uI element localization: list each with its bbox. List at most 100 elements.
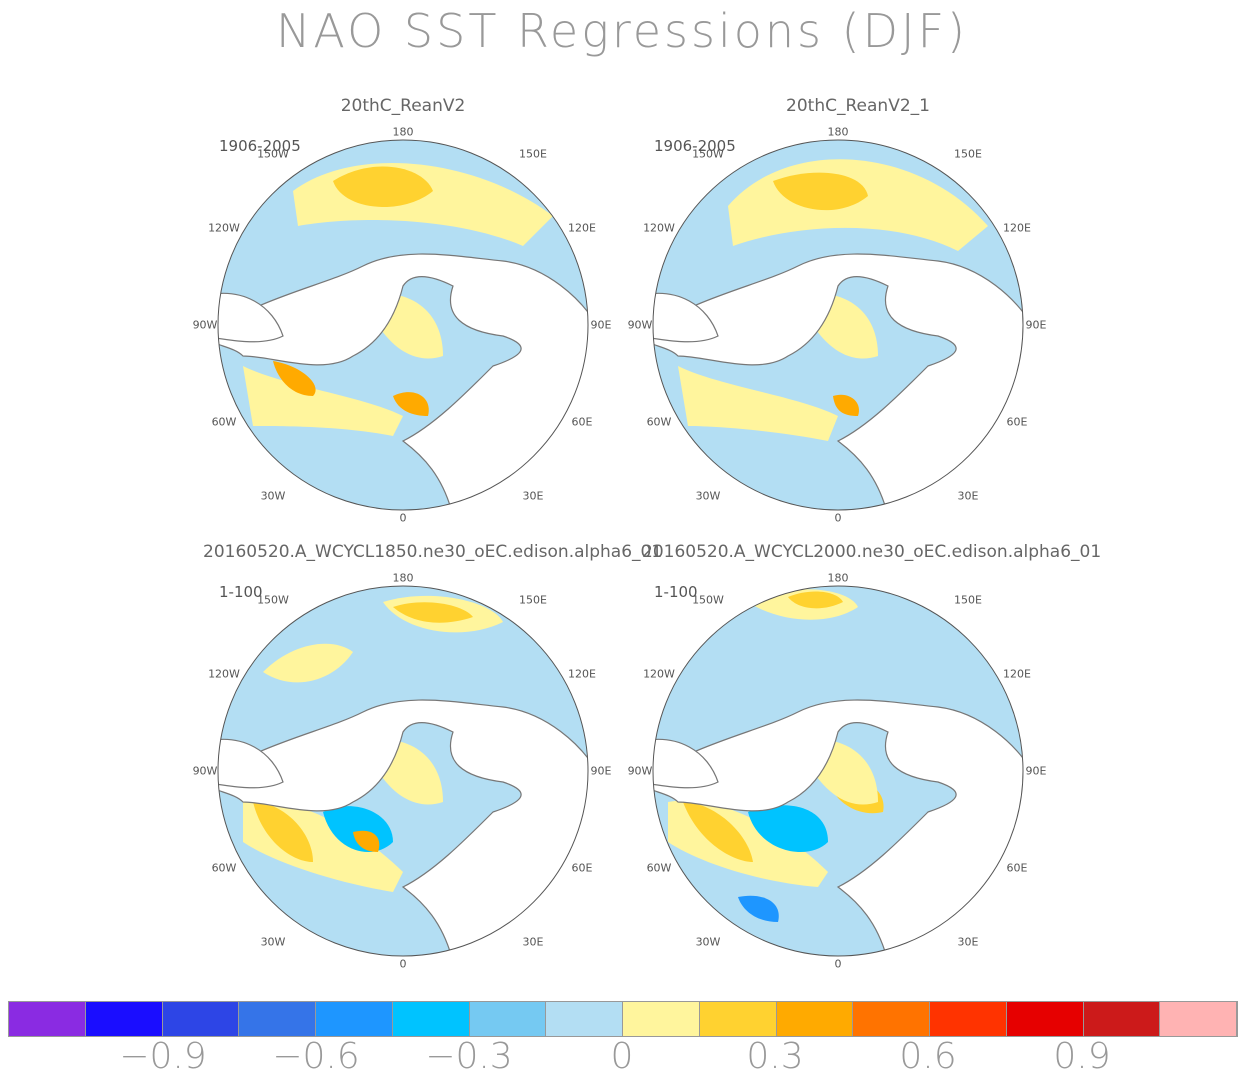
longitude-label: 60W <box>211 415 237 429</box>
longitude-label: 30E <box>522 935 544 949</box>
longitude-label: 0 <box>399 511 407 525</box>
longitude-label: 90W <box>627 318 653 332</box>
map-boundary <box>652 585 1024 957</box>
longitude-label: 60E <box>571 415 593 429</box>
longitude-label: 120E <box>1003 667 1031 681</box>
longitude-label: 150W <box>257 147 289 161</box>
longitude-label: 90E <box>1025 764 1047 778</box>
colorbar-swatch <box>546 1002 623 1036</box>
land-mass <box>218 699 588 956</box>
longitude-label: 60E <box>1006 861 1028 875</box>
longitude-label: 90W <box>192 318 218 332</box>
sst-anomaly-region <box>353 830 380 852</box>
panel-title: 20thC_ReanV2 <box>340 96 466 116</box>
longitude-label: 120W <box>208 221 240 235</box>
map-boundary <box>652 139 1024 511</box>
longitude-label: 120E <box>568 221 596 235</box>
sst-anomaly-region <box>393 392 429 416</box>
longitude-label: 0 <box>399 957 407 971</box>
colorbar-tick-label: 0 <box>610 1036 634 1077</box>
colorbar-swatch <box>853 1002 930 1036</box>
longitude-label: 150W <box>692 147 724 161</box>
longitude-label: 90E <box>590 764 612 778</box>
sst-anomaly-region <box>273 361 316 396</box>
colorbar-tick-label: 0.9 <box>1053 1036 1111 1077</box>
colorbar-swatch <box>85 1002 163 1036</box>
longitude-label: 0 <box>834 511 842 525</box>
longitude-label: 60W <box>646 415 672 429</box>
sst-anomaly-region <box>333 166 433 208</box>
longitude-label: 60E <box>571 861 593 875</box>
longitude-label: 30E <box>957 935 979 949</box>
longitude-label: 120W <box>643 667 675 681</box>
longitude-label: 30E <box>522 489 544 503</box>
longitude-label: 150E <box>954 593 982 607</box>
sst-anomaly-region <box>243 366 403 436</box>
longitude-label: 60E <box>1006 415 1028 429</box>
colorbar-swatch <box>623 1002 700 1036</box>
longitude-label: 30E <box>957 489 979 503</box>
panel-title: 20160520.A_WCYCL1850.ne30_oEC.edison.alp… <box>203 542 663 562</box>
colorbar-swatch <box>930 1002 1007 1036</box>
map-boundary <box>217 585 589 957</box>
colorbar <box>8 1001 1238 1037</box>
longitude-label: 90E <box>590 318 612 332</box>
longitude-label: 180 <box>827 571 849 585</box>
panel-4: 20160520.A_WCYCL2000.ne30_oEC.edison.alp… <box>628 542 1102 971</box>
panel-3: 20160520.A_WCYCL1850.ne30_oEC.edison.alp… <box>193 542 663 971</box>
polar-map <box>652 139 1024 511</box>
longitude-label: 0 <box>834 957 842 971</box>
colorbar-swatch <box>392 1002 470 1036</box>
sst-anomaly-region <box>678 366 838 441</box>
land-mass <box>653 738 719 789</box>
panel-years: 1-100 <box>219 583 263 601</box>
longitude-label: 180 <box>392 125 414 139</box>
longitude-label: 90W <box>192 764 218 778</box>
longitude-label: 60W <box>211 861 237 875</box>
sst-anomaly-region <box>263 643 353 683</box>
longitude-label: 150E <box>519 147 547 161</box>
panel-1: 20thC_ReanV2 1906-2005 180 150W 150E 120W 12… <box>193 96 612 525</box>
longitude-label: 150E <box>519 593 547 607</box>
colorbar-swatch <box>9 1002 86 1036</box>
panel-years: 1906-2005 <box>654 137 736 155</box>
longitude-label: 120W <box>208 667 240 681</box>
longitude-label: 90W <box>627 764 653 778</box>
land-mass <box>653 253 1023 510</box>
colorbar-tick-label: −0.9 <box>119 1036 207 1077</box>
main-title: NAO SST Regressions (DJF) <box>276 4 968 58</box>
panel-title: 20thC_ReanV2_1 <box>786 96 930 116</box>
sst-anomaly-region <box>683 802 753 862</box>
panel-years: 1-100 <box>654 583 698 601</box>
colorbar-tick-label: 0.3 <box>746 1036 804 1077</box>
land-mass <box>218 292 284 343</box>
colorbar-swatch <box>1083 1002 1161 1036</box>
longitude-label: 120E <box>568 667 596 681</box>
colorbar-swatch <box>239 1002 316 1036</box>
colorbar-tick-label: 0.6 <box>899 1036 957 1077</box>
longitude-label: 30W <box>695 935 721 949</box>
colorbar-tick-label: −0.3 <box>425 1036 513 1077</box>
panel-title: 20160520.A_WCYCL2000.ne30_oEC.edison.alp… <box>642 542 1102 562</box>
longitude-label: 60W <box>646 861 672 875</box>
longitude-label: 150W <box>692 593 724 607</box>
colorbar-swatch <box>162 1002 240 1036</box>
land-mass <box>653 699 1023 956</box>
longitude-label: 150E <box>954 147 982 161</box>
sst-anomaly-region <box>833 394 859 416</box>
longitude-label: 90E <box>1025 318 1047 332</box>
sst-anomaly-region <box>393 602 473 623</box>
longitude-label: 120E <box>1003 221 1031 235</box>
colorbar-ticks: −0.9 −0.6 −0.3 0 0.3 0.6 0.9 <box>0 1036 1244 1082</box>
longitude-label: 180 <box>827 125 849 139</box>
sst-anomaly-region <box>788 591 843 609</box>
map-boundary <box>217 139 589 511</box>
colorbar-swatch <box>469 1002 547 1036</box>
longitude-label: 150W <box>257 593 289 607</box>
sst-anomaly-region <box>738 895 779 922</box>
longitude-label: 180 <box>392 571 414 585</box>
longitude-label: 30W <box>260 935 286 949</box>
colorbar-swatch <box>699 1002 777 1036</box>
panel-years: 1906-2005 <box>219 137 301 155</box>
land-mass <box>653 292 719 343</box>
